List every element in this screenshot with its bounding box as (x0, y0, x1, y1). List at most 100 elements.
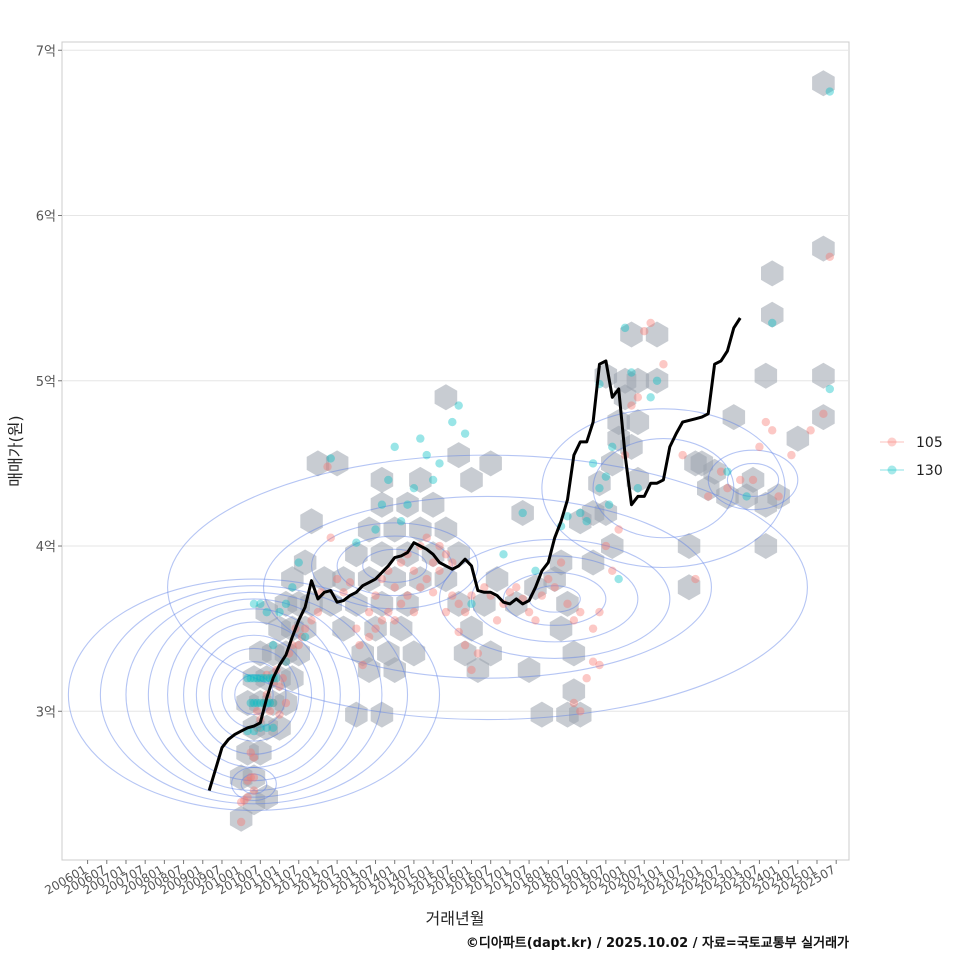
data-point-105 (576, 707, 585, 716)
hexbin-cell (473, 590, 496, 617)
hexbin-cell (812, 70, 835, 97)
data-point-105 (512, 583, 521, 592)
hexbin-cell (761, 301, 784, 328)
data-point-130 (576, 508, 585, 518)
hexbin-cell (620, 321, 643, 348)
data-point-105 (252, 707, 262, 716)
hexbin-cell (396, 541, 419, 568)
hexbin-cell (812, 362, 835, 389)
y-tick-label: 5억 (36, 375, 56, 390)
hexbin-cell (332, 615, 355, 642)
hexbin-cell (383, 657, 406, 683)
data-point-105 (774, 492, 783, 501)
hexbin-cell (345, 590, 368, 617)
y-tick-label: 7억 (36, 44, 56, 59)
hexbin-cell (677, 533, 701, 559)
density-contour (195, 634, 313, 755)
data-point-105 (825, 252, 835, 262)
hexbin-cell (421, 491, 445, 518)
density-contour (592, 438, 735, 539)
source-caption: ©디아파트(dapt.kr) / 2025.10.02 / 자료=국토교통부 실… (466, 935, 849, 951)
data-point-105 (768, 426, 777, 435)
data-point-130 (256, 698, 265, 708)
hexbin-cell (453, 640, 477, 667)
data-point-105 (716, 467, 726, 476)
data-point-105 (249, 773, 259, 782)
hexbin-cell (370, 491, 394, 518)
density-contour (67, 578, 441, 811)
data-point-105 (384, 607, 393, 617)
hexbin-cell (645, 321, 669, 348)
density-contour (726, 462, 780, 497)
hexbin-cell (812, 404, 835, 431)
hexbin-cell (754, 533, 778, 559)
data-point-105 (473, 649, 483, 658)
data-point-130 (352, 538, 361, 547)
data-point-130 (563, 512, 572, 521)
data-point-105 (819, 409, 828, 419)
hexbin-cell (409, 466, 432, 493)
data-point-130 (268, 640, 278, 650)
density-contour (470, 555, 639, 643)
hexbin-cell (434, 516, 458, 543)
data-point-130 (608, 442, 617, 452)
hexbin-cell (249, 739, 272, 766)
data-point-105 (601, 541, 611, 551)
data-point-130 (249, 599, 259, 609)
hexbin-cell (402, 640, 426, 667)
hexbin-cell (466, 657, 490, 683)
density-contour (240, 773, 268, 795)
data-point-105 (364, 632, 374, 642)
data-point-105 (428, 558, 438, 567)
y-axis: 3억 4억 5억 6억 7억 (36, 44, 62, 720)
hexbin-cell (511, 500, 534, 526)
hexbin-cell (313, 566, 336, 593)
data-point-105 (294, 640, 303, 650)
hexbin-cell (357, 657, 381, 683)
hexbin-cell (434, 384, 458, 411)
data-point-130 (390, 442, 399, 452)
data-point-105 (505, 588, 515, 597)
y-tick-label: 3억 (36, 705, 56, 720)
data-point-130 (262, 674, 271, 683)
data-point-105 (787, 450, 796, 460)
data-point-130 (652, 376, 662, 385)
data-point-105 (748, 475, 758, 485)
data-point-130 (377, 500, 387, 509)
density-contour (221, 661, 287, 729)
data-point-105 (355, 640, 364, 650)
hexbin-cell (581, 549, 605, 576)
data-point-105 (390, 583, 399, 592)
data-point-130 (723, 467, 732, 476)
hexbin-cell (722, 404, 746, 431)
hexbin-cell (703, 458, 726, 485)
density-contour (99, 585, 409, 805)
legend-label-105: 105 (916, 435, 943, 451)
data-point-105 (246, 748, 255, 757)
data-point-105 (582, 674, 591, 683)
data-point-130 (416, 434, 425, 443)
data-point-105 (249, 786, 259, 795)
data-point-105 (448, 591, 457, 600)
data-point-130 (243, 674, 252, 683)
data-point-130 (256, 599, 265, 609)
data-point-130 (294, 558, 303, 567)
data-point-105 (441, 607, 451, 617)
data-point-130 (742, 492, 751, 501)
data-point-130 (422, 450, 431, 460)
density-contour (310, 522, 479, 610)
hexbin-cell (601, 450, 624, 477)
data-point-105 (627, 401, 636, 410)
data-point-105 (736, 475, 745, 485)
data-point-105 (422, 574, 431, 584)
data-point-130 (252, 698, 262, 708)
data-point-130 (601, 472, 611, 481)
data-point-105 (278, 674, 287, 683)
data-point-105 (806, 426, 815, 435)
hexbin-cell (645, 367, 669, 394)
density-contour (707, 449, 799, 511)
hexbin-cell (383, 516, 406, 543)
density-contour (183, 621, 325, 769)
data-point-105 (531, 616, 540, 625)
hexbin-cell (767, 483, 790, 510)
